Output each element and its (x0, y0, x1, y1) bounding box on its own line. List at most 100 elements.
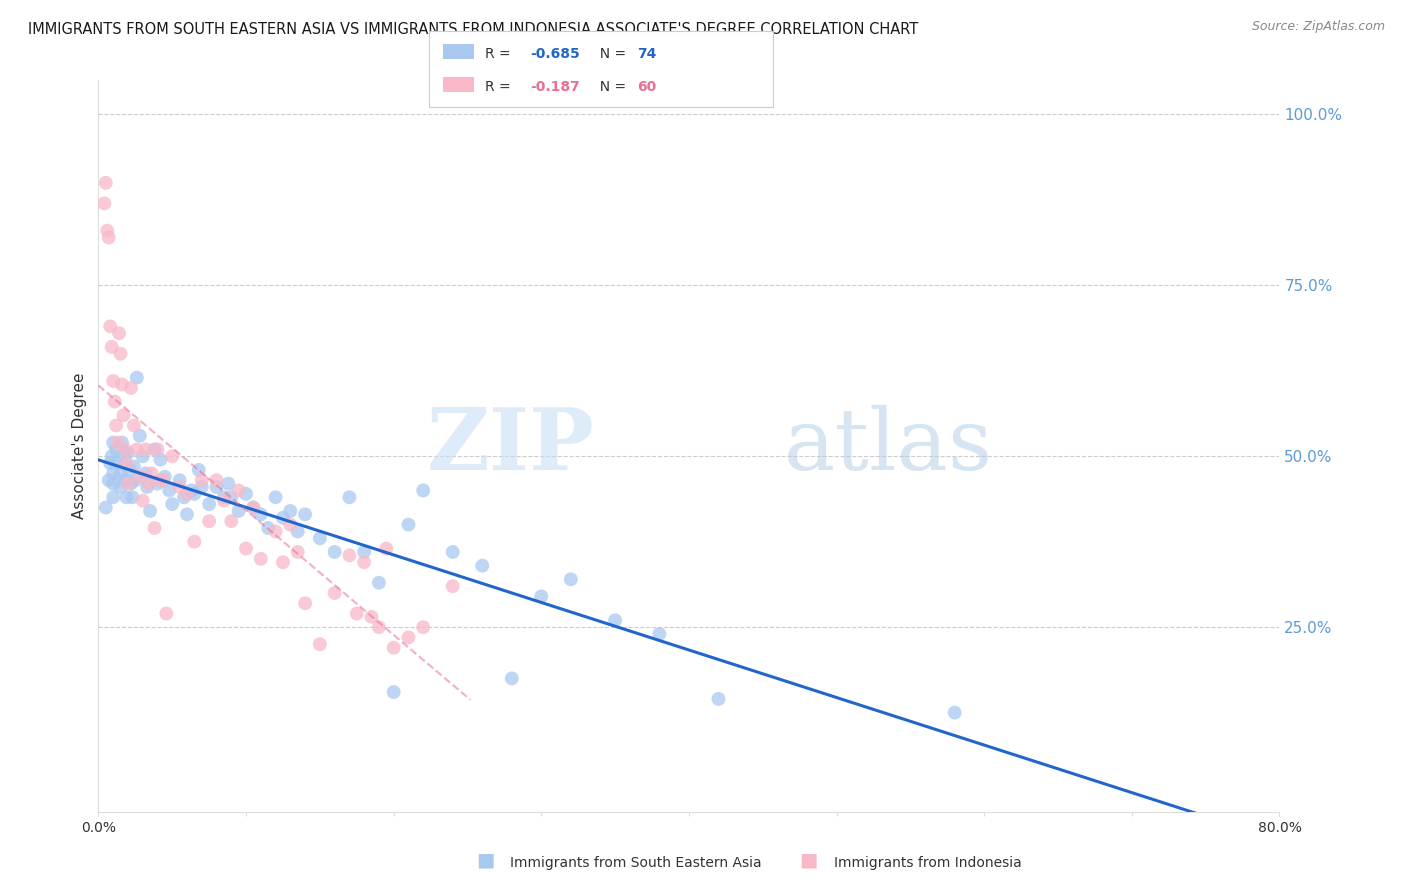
Point (120, 381, 142, 395)
Text: -0.685: -0.685 (530, 47, 579, 62)
Point (94, 500, 117, 515)
Point (219, 514, 242, 528)
Point (115, 490, 138, 504)
Point (180, 483, 202, 498)
Point (111, 377, 134, 392)
Point (309, 531, 332, 545)
Point (530, 590, 553, 604)
Text: -0.187: -0.187 (530, 80, 579, 95)
Point (135, 442, 157, 457)
Point (146, 476, 169, 491)
Point (257, 521, 280, 535)
Point (943, 706, 966, 720)
Point (124, 473, 146, 487)
Point (114, 456, 136, 470)
Point (110, 347, 132, 361)
Point (97, 473, 120, 487)
Point (103, 374, 125, 388)
Point (110, 480, 132, 494)
Point (242, 500, 264, 515)
Point (114, 473, 136, 487)
Point (212, 490, 235, 504)
Point (360, 610, 382, 624)
Point (117, 446, 139, 460)
Point (105, 418, 128, 433)
Point (121, 490, 143, 504)
Point (141, 467, 163, 481)
Point (346, 607, 368, 621)
Text: Immigrants from South Eastern Asia: Immigrants from South Eastern Asia (510, 855, 762, 870)
Point (278, 504, 302, 518)
Text: ■: ■ (799, 851, 818, 870)
Point (205, 473, 228, 487)
Point (111, 435, 134, 450)
Text: N =: N = (591, 80, 630, 95)
Point (339, 549, 360, 563)
Point (136, 480, 159, 494)
Point (132, 493, 155, 508)
Point (105, 442, 128, 457)
Point (153, 469, 176, 483)
Point (107, 435, 129, 450)
Point (191, 480, 214, 494)
Point (382, 640, 405, 655)
Point (169, 473, 191, 487)
Point (339, 490, 360, 504)
Point (471, 558, 494, 573)
Point (353, 555, 375, 569)
Point (115, 456, 138, 470)
Point (97, 230, 120, 244)
Point (368, 620, 391, 634)
Text: IMMIGRANTS FROM SOUTH EASTERN ASIA VS IMMIGRANTS FROM INDONESIA ASSOCIATE'S DEGR: IMMIGRANTS FROM SOUTH EASTERN ASIA VS IM… (28, 22, 918, 37)
Point (103, 435, 125, 450)
Text: ■: ■ (475, 851, 495, 870)
Point (353, 545, 375, 559)
Point (125, 442, 148, 457)
Point (103, 490, 125, 504)
Point (396, 517, 419, 532)
Point (219, 490, 242, 504)
Point (98, 456, 121, 470)
Point (412, 620, 434, 634)
Point (271, 510, 294, 524)
Point (287, 545, 309, 559)
Point (117, 476, 139, 491)
Point (501, 672, 523, 686)
Point (128, 429, 150, 443)
Point (412, 483, 434, 498)
Point (217, 476, 239, 491)
Point (176, 487, 198, 501)
Point (205, 480, 228, 494)
Point (132, 449, 155, 463)
Point (323, 545, 346, 559)
Point (242, 500, 264, 515)
Point (648, 627, 671, 641)
Point (98, 319, 121, 334)
Y-axis label: Associate's Degree: Associate's Degree (72, 373, 87, 519)
Point (118, 463, 141, 477)
Point (138, 476, 160, 491)
Point (396, 631, 419, 645)
Point (198, 497, 221, 511)
Point (198, 514, 221, 528)
Point (278, 517, 302, 532)
Point (112, 446, 135, 460)
Point (271, 555, 294, 569)
Point (441, 545, 464, 559)
Point (100, 340, 122, 354)
Point (250, 551, 273, 566)
Point (103, 476, 125, 491)
Point (108, 326, 131, 341)
Text: R =: R = (485, 80, 515, 95)
Point (105, 456, 128, 470)
Point (94, 176, 117, 190)
Point (441, 579, 464, 593)
Text: ZIP: ZIP (426, 404, 595, 488)
Point (143, 442, 166, 457)
Point (183, 487, 205, 501)
Point (187, 463, 209, 477)
Point (110, 467, 132, 481)
Point (152, 473, 174, 487)
Point (191, 473, 214, 487)
Point (375, 541, 398, 556)
